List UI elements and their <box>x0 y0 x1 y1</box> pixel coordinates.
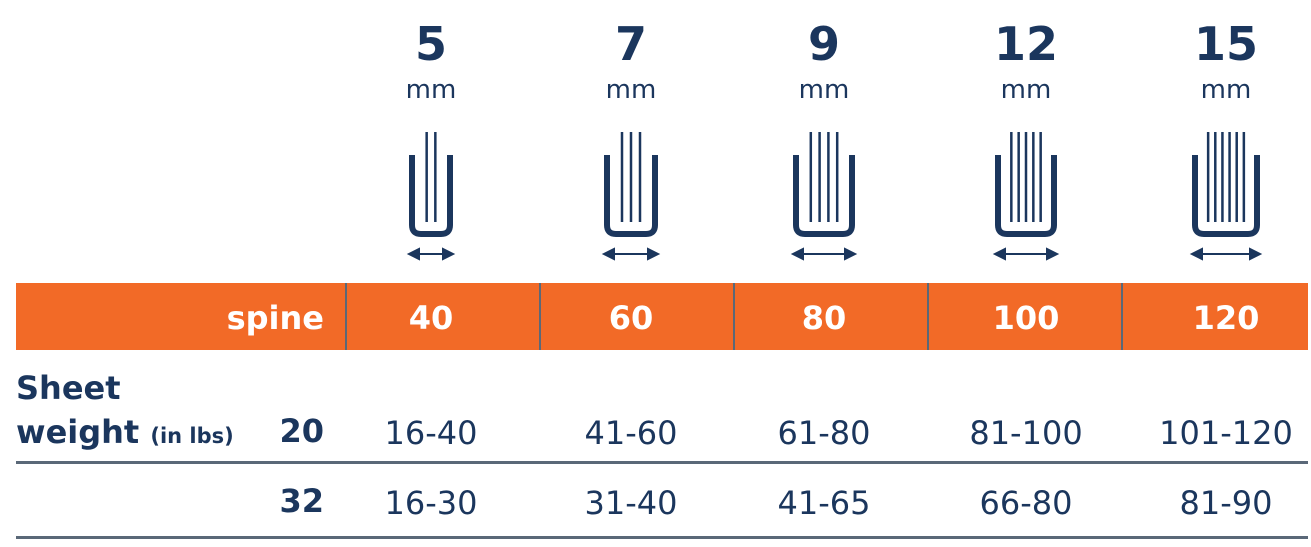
range-20lb: 101-120 <box>1159 414 1293 452</box>
spine-value: 60 <box>608 299 654 337</box>
column-separator <box>1121 283 1123 350</box>
binding-spine-icon <box>790 132 858 261</box>
weight-20: 20 <box>279 412 324 450</box>
size-unit: mm <box>1200 75 1252 105</box>
cover-shape <box>409 155 453 237</box>
size-value: 12 <box>993 17 1058 71</box>
column-separator <box>733 283 735 350</box>
spine-value: 40 <box>408 299 454 337</box>
weight-unit: (in lbs) <box>150 424 234 448</box>
weight-text: weight <box>16 413 140 451</box>
column-separator <box>927 283 929 350</box>
column-separator <box>345 283 347 350</box>
binding-spine-icon <box>406 132 456 261</box>
range-20lb: 61-80 <box>777 414 871 452</box>
weight-32: 32 <box>279 482 324 520</box>
width-arrow-icon <box>406 247 456 261</box>
binding-spine-icon <box>601 132 661 261</box>
column-separator <box>539 283 541 350</box>
weight-label: weight (in lbs) <box>16 410 234 458</box>
range-20lb: 16-40 <box>384 414 478 452</box>
range-32lb: 16-30 <box>384 484 478 522</box>
spine-value: 100 <box>992 299 1060 337</box>
size-value: 5 <box>414 17 447 71</box>
row-divider <box>16 461 1308 464</box>
size-value: 7 <box>614 17 647 71</box>
range-32lb: 66-80 <box>979 484 1073 522</box>
size-value: 9 <box>807 17 840 71</box>
range-20lb: 41-60 <box>584 414 678 452</box>
size-value: 15 <box>1193 17 1258 71</box>
spine-header-band <box>16 283 1308 350</box>
spine-value: 80 <box>801 299 847 337</box>
size-unit: mm <box>405 75 457 105</box>
width-arrow-icon <box>992 247 1060 261</box>
range-32lb: 41-65 <box>777 484 871 522</box>
cover-shape <box>604 155 658 237</box>
sheet-label: Sheet <box>16 369 121 407</box>
size-unit: mm <box>1000 75 1052 105</box>
range-20lb: 81-100 <box>969 414 1083 452</box>
width-arrow-icon <box>1189 247 1263 261</box>
range-32lb: 31-40 <box>584 484 678 522</box>
binding-spine-icon <box>1189 132 1263 261</box>
binding-spine-icon <box>992 132 1060 261</box>
row-divider <box>16 536 1308 539</box>
spine-value: 120 <box>1192 299 1260 337</box>
size-unit: mm <box>605 75 657 105</box>
width-arrow-icon <box>601 247 661 261</box>
cover-shape <box>995 155 1057 237</box>
cover-shape <box>1192 155 1260 237</box>
width-arrow-icon <box>790 247 858 261</box>
spine-label: spine <box>226 299 324 337</box>
cover-shape <box>793 155 855 237</box>
range-32lb: 81-90 <box>1179 484 1273 522</box>
size-unit: mm <box>798 75 850 105</box>
